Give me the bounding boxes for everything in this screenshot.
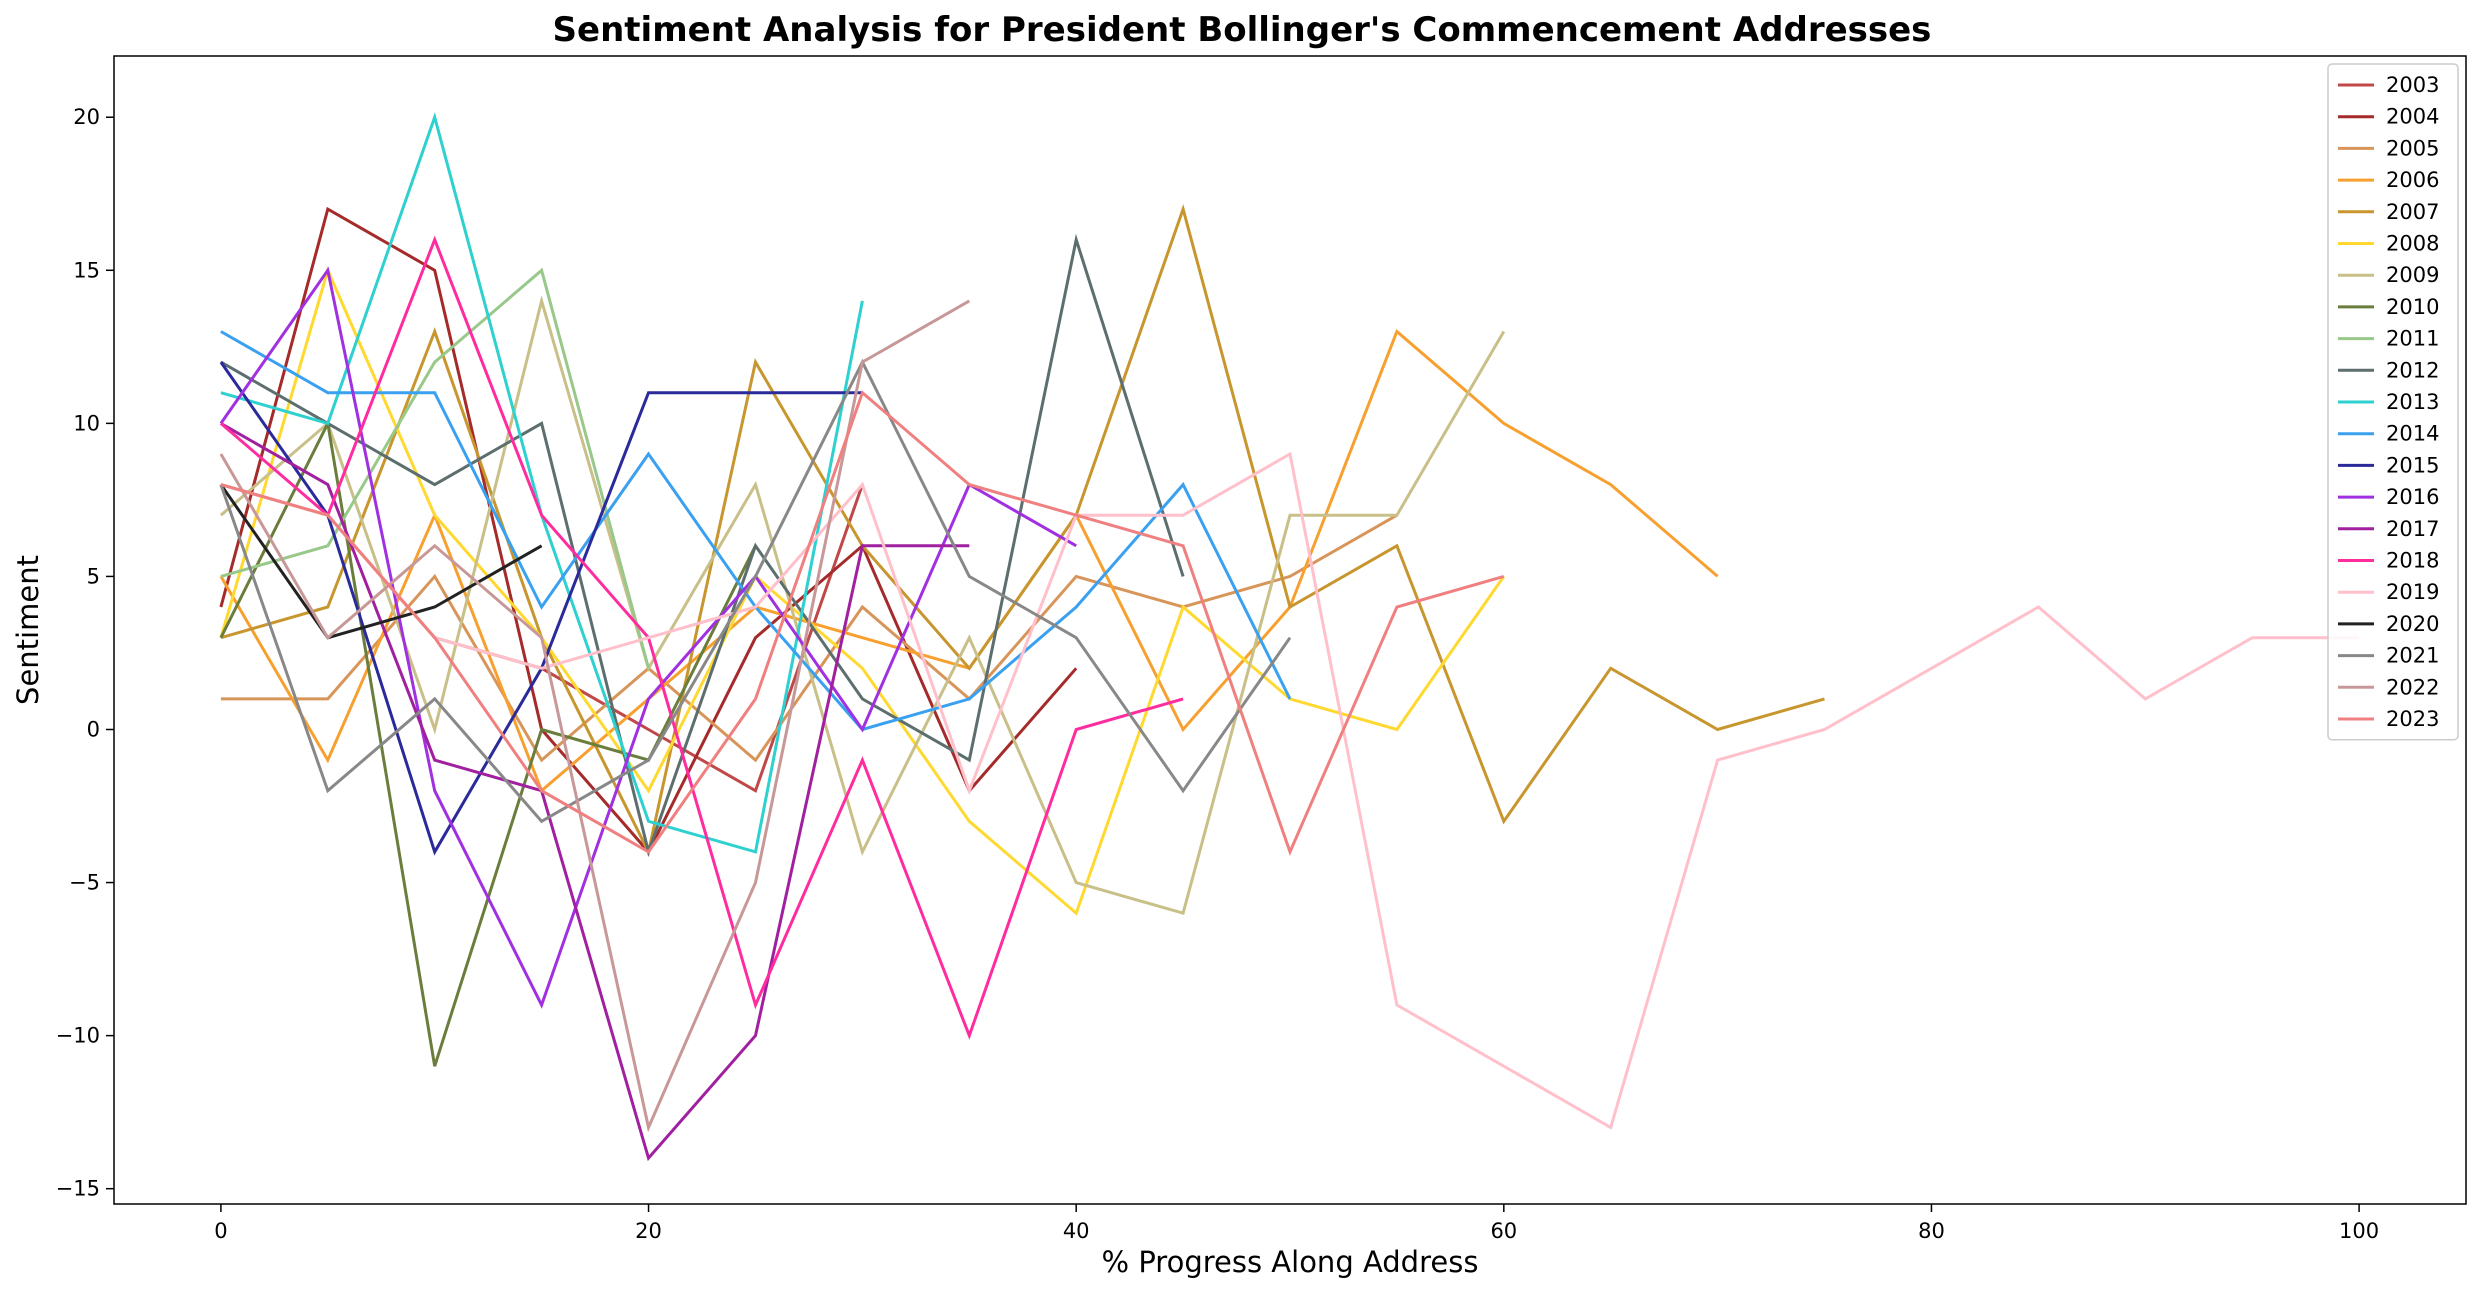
x-tick-label: 40	[1063, 1219, 1090, 1243]
series-line-2017	[220, 422, 970, 1162]
series-line-2006	[219, 328, 1719, 794]
legend-label: 2017	[2386, 517, 2439, 541]
x-axis-label: % Progress Along Address	[1102, 1245, 1479, 1279]
legend-label: 2020	[2386, 612, 2439, 636]
legend-label: 2010	[2386, 295, 2439, 319]
y-tick-label: −15	[56, 1177, 100, 1201]
series-line-2018	[219, 235, 1184, 1040]
y-tick-label: 5	[87, 564, 100, 588]
legend: 2003 2004 2005 2006 2007 2008 2009 2010 2011 2012…	[2327, 63, 2459, 741]
series-line-2022	[219, 299, 971, 1133]
plot-frame	[113, 55, 2467, 1205]
legend-label: 2011	[2386, 327, 2439, 351]
legend-label: 2009	[2386, 263, 2439, 287]
y-tick-label: −5	[69, 871, 100, 895]
legend-label: 2007	[2386, 200, 2439, 224]
legend-label: 2019	[2386, 580, 2439, 604]
legend-label: 2013	[2386, 390, 2439, 414]
series-line-2021	[219, 358, 1292, 824]
series-line-2009	[219, 295, 1506, 916]
x-tick-label: 0	[214, 1219, 227, 1243]
series-line-2020	[219, 483, 543, 640]
y-tick-label: 0	[87, 717, 100, 741]
y-tick-label: 15	[73, 258, 100, 282]
legend-label: 2003	[2386, 73, 2439, 97]
x-tick-label: 80	[1918, 1219, 1945, 1243]
legend-label: 2018	[2386, 549, 2439, 573]
series-line-2023	[220, 390, 1505, 857]
series-lines	[219, 112, 2360, 1162]
legend-label: 2015	[2386, 453, 2439, 477]
legend-label: 2006	[2386, 168, 2439, 192]
x-tick-label: 20	[635, 1219, 662, 1243]
x-tick-label: 100	[2339, 1219, 2379, 1243]
series-line-2005	[220, 513, 1398, 763]
legend-label: 2005	[2386, 136, 2439, 160]
y-tick-label: 20	[73, 105, 100, 129]
legend-label: 2023	[2386, 707, 2439, 731]
y-tick-label: −10	[56, 1024, 100, 1048]
x-tick-label: 60	[1490, 1219, 1517, 1243]
legend-label: 2022	[2386, 675, 2439, 699]
series-line-2007	[220, 204, 1825, 857]
legend-label: 2021	[2386, 644, 2439, 668]
legend-label: 2016	[2386, 485, 2439, 509]
legend-label: 2012	[2386, 358, 2439, 382]
y-axis-label: Sentiment	[11, 555, 45, 705]
chart-title: Sentiment Analysis for President Bolling…	[552, 10, 1932, 50]
series-line-2019	[220, 451, 2360, 1130]
series-line-2016	[219, 266, 1077, 1009]
x-axis: 0 20 40 60 80 100	[214, 1204, 2379, 1243]
y-axis: −15 −10 −5 0 5 10 15 20	[56, 105, 114, 1201]
y-tick-label: 10	[73, 411, 100, 435]
legend-label: 2004	[2386, 105, 2439, 129]
series-line-2011	[220, 267, 650, 669]
legend-box	[2327, 63, 2459, 741]
legend-label: 2014	[2386, 422, 2439, 446]
legend-label: 2008	[2386, 232, 2439, 256]
